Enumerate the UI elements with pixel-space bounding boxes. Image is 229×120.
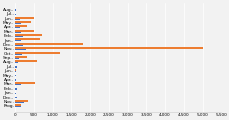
Bar [15,84,21,85]
Bar [15,36,23,37]
Bar [15,30,33,32]
Bar [15,17,34,19]
Bar [15,82,35,84]
Bar [15,93,16,94]
Bar [15,40,21,41]
Bar [15,38,40,40]
Bar [15,66,17,68]
Bar [15,100,27,102]
Bar [15,25,27,27]
Bar [15,53,22,55]
Bar [15,34,42,36]
Bar [15,97,17,98]
Bar [15,71,16,72]
Bar [15,106,21,107]
Bar [15,79,16,81]
Bar [15,101,24,103]
Bar [15,22,21,24]
Bar [15,47,202,49]
Bar [15,57,19,59]
Bar [15,21,31,23]
Bar [15,52,60,54]
Bar [15,104,21,106]
Bar [15,62,18,63]
Bar [15,69,16,71]
Bar [15,9,16,11]
Bar [15,27,20,28]
Bar [15,43,82,45]
Bar [15,18,20,20]
Bar [15,60,37,62]
Bar [15,31,21,33]
Bar [15,88,17,90]
Bar [15,75,16,76]
Bar [15,56,27,58]
Bar [15,49,26,50]
Bar [15,14,16,15]
Bar [15,44,23,46]
